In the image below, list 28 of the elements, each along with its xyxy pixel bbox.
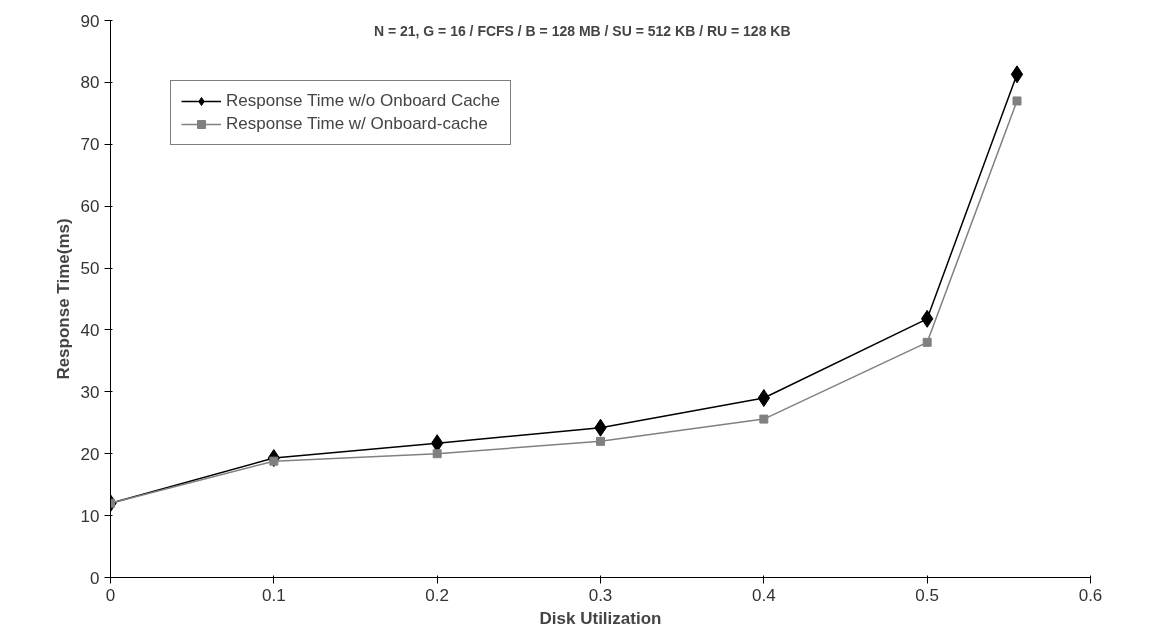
y-tick-label: 10 <box>80 506 100 526</box>
y-axis-title: Response Time(ms) <box>53 218 73 380</box>
x-tick-label: 0.6 <box>1078 585 1103 605</box>
y-tick-label: 40 <box>80 320 100 340</box>
y-tick-label: 20 <box>80 444 100 464</box>
x-axis-title: Disk Utilization <box>539 608 662 628</box>
x-tick-label: 0.5 <box>915 585 939 605</box>
y-tick-label: 30 <box>80 382 100 402</box>
x-tick-label: 0.4 <box>752 585 776 605</box>
legend-label: Response Time w/o Onboard Cache <box>226 91 501 111</box>
y-tick-label: 90 <box>80 11 100 31</box>
point <box>1010 65 1024 84</box>
y-tick-label: 60 <box>80 197 100 217</box>
point <box>596 436 605 446</box>
y-tick-label: 80 <box>80 73 100 93</box>
legend-label: Response Time w/ Onboard-cache <box>226 114 488 134</box>
point <box>432 449 442 459</box>
x-tick-label: 0 <box>105 585 116 605</box>
x-tick-label: 0.1 <box>262 585 286 605</box>
x-tick-label: 0.3 <box>588 585 613 605</box>
annotation: N = 21, G = 16 / FCFS / B = 128 MB / SU = 512 KB / RU = 128 KB <box>373 23 791 40</box>
point <box>1012 96 1022 106</box>
y-tick-label: 50 <box>80 259 100 279</box>
point <box>759 414 769 424</box>
y-tick-label: 70 <box>80 135 100 155</box>
point <box>922 337 932 347</box>
x-tick-label: 0.2 <box>425 585 449 605</box>
y-tick-label: 0 <box>90 568 100 588</box>
